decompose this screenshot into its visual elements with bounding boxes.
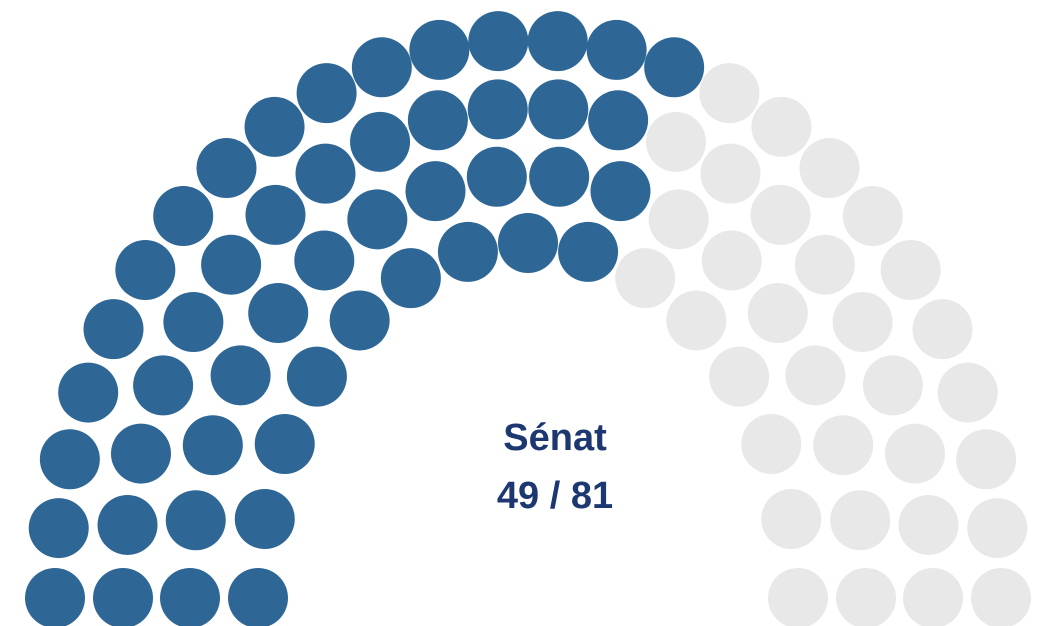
seat-empty bbox=[956, 429, 1017, 490]
seats bbox=[25, 11, 1031, 626]
seat-empty bbox=[615, 248, 676, 309]
seat-filled bbox=[93, 568, 153, 626]
seat-filled bbox=[165, 490, 226, 551]
seat-filled bbox=[182, 415, 243, 476]
seat-filled bbox=[296, 63, 357, 124]
seat-filled bbox=[409, 19, 470, 80]
seat-filled bbox=[295, 143, 356, 204]
seat-filled bbox=[347, 189, 408, 250]
seat-empty bbox=[768, 568, 828, 626]
seat-filled bbox=[133, 355, 194, 416]
seat-empty bbox=[799, 138, 860, 199]
seat-empty bbox=[813, 415, 874, 476]
seat-filled bbox=[380, 248, 441, 309]
seat-empty bbox=[912, 299, 973, 360]
seat-filled bbox=[294, 230, 355, 291]
seat-filled bbox=[558, 221, 619, 282]
chart-title: Sénat bbox=[503, 417, 607, 459]
seat-empty bbox=[967, 498, 1028, 559]
seat-empty bbox=[971, 568, 1031, 626]
seat-filled bbox=[115, 240, 176, 301]
seat-filled bbox=[234, 489, 295, 550]
seat-filled bbox=[97, 494, 158, 555]
seat-filled bbox=[498, 213, 558, 273]
seat-filled bbox=[405, 161, 466, 222]
seat-filled bbox=[437, 221, 498, 282]
seat-filled bbox=[153, 186, 214, 247]
seat-empty bbox=[903, 568, 963, 626]
seat-filled bbox=[248, 283, 309, 344]
seat-empty bbox=[741, 413, 802, 474]
seat-empty bbox=[761, 489, 822, 550]
seat-filled bbox=[58, 362, 119, 423]
seat-empty bbox=[937, 362, 998, 423]
seat-filled bbox=[83, 299, 144, 360]
seat-filled bbox=[228, 568, 288, 626]
seat-empty bbox=[700, 143, 761, 204]
seat-filled bbox=[468, 11, 529, 72]
seat-filled bbox=[590, 161, 651, 222]
seat-filled bbox=[196, 138, 257, 199]
seat-empty bbox=[645, 111, 706, 172]
seat-empty bbox=[701, 230, 762, 291]
seat-empty bbox=[836, 568, 896, 626]
seat-filled bbox=[210, 345, 271, 406]
seat-filled bbox=[286, 346, 347, 407]
seat-filled bbox=[329, 290, 390, 351]
seat-filled bbox=[350, 111, 411, 172]
seat-filled bbox=[528, 79, 589, 140]
seat-filled bbox=[407, 90, 468, 151]
seat-empty bbox=[830, 490, 891, 551]
seat-empty bbox=[880, 240, 941, 301]
seat-filled bbox=[201, 234, 262, 295]
seat-filled bbox=[244, 96, 305, 157]
seat-filled bbox=[25, 568, 85, 626]
seat-filled bbox=[644, 37, 705, 98]
seat-filled bbox=[28, 498, 89, 559]
seat-count-label: 49 / 81 bbox=[497, 475, 613, 517]
seat-filled bbox=[588, 90, 649, 151]
seat-empty bbox=[832, 291, 893, 352]
seat-filled bbox=[160, 568, 220, 626]
seat-filled bbox=[245, 184, 306, 245]
seat-empty bbox=[794, 234, 855, 295]
seat-filled bbox=[351, 37, 412, 98]
seat-empty bbox=[862, 355, 923, 416]
seat-filled bbox=[467, 79, 528, 140]
seat-empty bbox=[898, 494, 959, 555]
seat-filled bbox=[39, 429, 100, 490]
seat-empty bbox=[666, 290, 727, 351]
seat-filled bbox=[529, 146, 590, 207]
seat-empty bbox=[699, 63, 760, 124]
seat-filled bbox=[586, 19, 647, 80]
seat-empty bbox=[750, 184, 811, 245]
seat-empty bbox=[709, 346, 770, 407]
seat-empty bbox=[751, 96, 812, 157]
seat-filled bbox=[466, 146, 527, 207]
seat-filled bbox=[110, 423, 171, 484]
seat-empty bbox=[785, 345, 846, 406]
seat-empty bbox=[885, 423, 946, 484]
seat-empty bbox=[648, 189, 709, 250]
seat-filled bbox=[527, 11, 588, 72]
seat-empty bbox=[747, 283, 808, 344]
seat-empty bbox=[842, 186, 903, 247]
seat-filled bbox=[254, 413, 315, 474]
seat-filled bbox=[163, 291, 224, 352]
